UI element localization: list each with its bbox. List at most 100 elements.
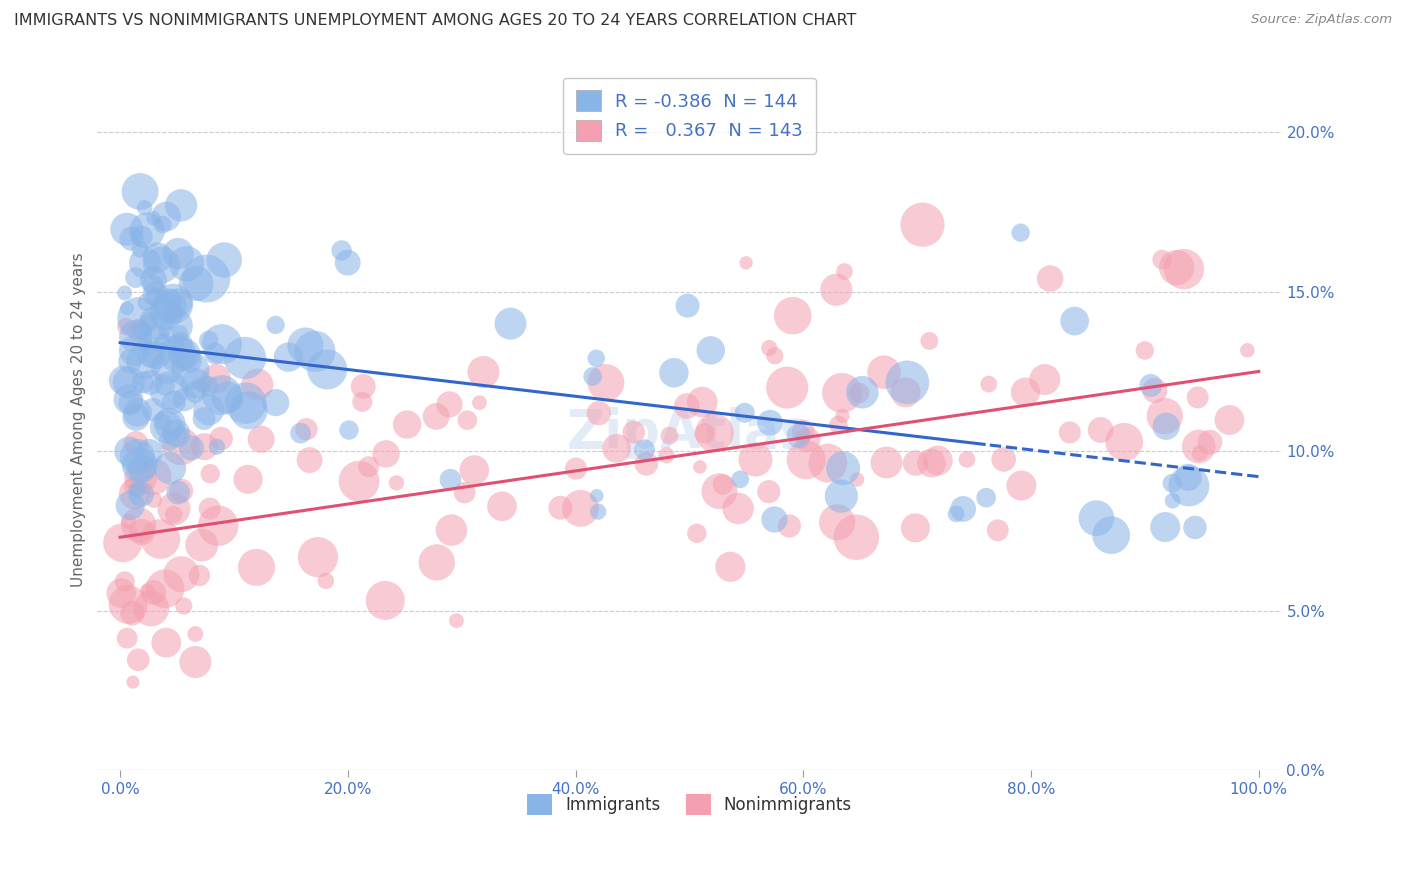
Point (1166, 260, 1188, 275)
Point (921, 456, 943, 470)
Point (155, 635, 177, 649)
Point (873, 365, 896, 379)
Point (352, 379, 374, 393)
Point (207, 518, 229, 533)
Point (155, 210, 177, 224)
Point (336, 255, 359, 269)
Point (1114, 434, 1136, 449)
Point (143, 286, 166, 301)
Point (129, 471, 152, 485)
Point (114, 285, 136, 300)
Point (894, 385, 917, 400)
Point (845, 530, 868, 544)
Point (128, 242, 150, 256)
Point (131, 524, 153, 539)
Point (209, 432, 232, 446)
Point (1236, 343, 1258, 358)
Point (138, 445, 160, 459)
Point (832, 461, 855, 475)
Point (111, 536, 134, 550)
Point (352, 395, 374, 409)
Point (896, 376, 918, 390)
Point (169, 338, 191, 352)
Point (463, 463, 485, 477)
Point (776, 381, 799, 395)
Point (165, 318, 187, 333)
Point (184, 376, 207, 391)
Point (117, 514, 139, 528)
Point (782, 309, 804, 323)
Point (233, 351, 256, 365)
Point (264, 318, 287, 332)
Point (927, 453, 949, 467)
Point (1099, 528, 1122, 542)
Point (904, 456, 927, 470)
Point (993, 452, 1015, 467)
Point (153, 582, 176, 596)
Point (876, 455, 898, 469)
Point (163, 502, 186, 516)
Point (831, 385, 853, 400)
Point (374, 593, 396, 607)
Point (396, 417, 419, 432)
Point (115, 319, 138, 334)
Point (911, 218, 934, 232)
Point (142, 211, 165, 226)
Point (167, 246, 190, 260)
Point (851, 385, 873, 400)
Point (330, 244, 353, 258)
Point (114, 574, 136, 589)
Point (662, 366, 685, 380)
Point (727, 501, 749, 516)
Point (156, 360, 179, 375)
Point (136, 584, 159, 599)
Point (307, 550, 329, 565)
Point (787, 429, 810, 443)
Point (142, 402, 165, 417)
Point (825, 516, 848, 530)
Point (709, 484, 731, 499)
Point (127, 405, 149, 419)
Point (1188, 446, 1211, 460)
Point (217, 391, 239, 405)
Point (155, 307, 177, 321)
Point (180, 441, 202, 455)
Point (197, 379, 219, 393)
Point (118, 444, 141, 458)
Point (778, 519, 800, 533)
Point (246, 377, 269, 392)
Point (977, 377, 1000, 392)
Point (129, 487, 152, 501)
Point (127, 310, 149, 325)
Point (122, 479, 145, 493)
Point (200, 467, 222, 481)
Point (149, 532, 172, 546)
Point (155, 420, 177, 434)
Point (827, 417, 849, 432)
Point (188, 377, 211, 392)
Point (1187, 391, 1209, 405)
Point (128, 458, 150, 473)
Point (315, 574, 337, 588)
Point (195, 271, 218, 285)
Point (1133, 343, 1156, 358)
Point (159, 433, 181, 447)
Point (1063, 314, 1085, 328)
Point (1152, 252, 1174, 267)
Point (142, 492, 165, 507)
Point (211, 388, 233, 402)
Point (173, 392, 195, 407)
Point (582, 369, 605, 384)
Point (121, 606, 143, 620)
Point (176, 257, 198, 271)
Point (763, 349, 786, 363)
Point (277, 350, 299, 364)
Point (440, 523, 463, 537)
Point (153, 378, 176, 392)
Point (956, 452, 979, 467)
Point (193, 411, 215, 425)
Point (623, 425, 645, 439)
Point (173, 599, 195, 613)
Point (633, 442, 655, 457)
Point (295, 422, 318, 436)
